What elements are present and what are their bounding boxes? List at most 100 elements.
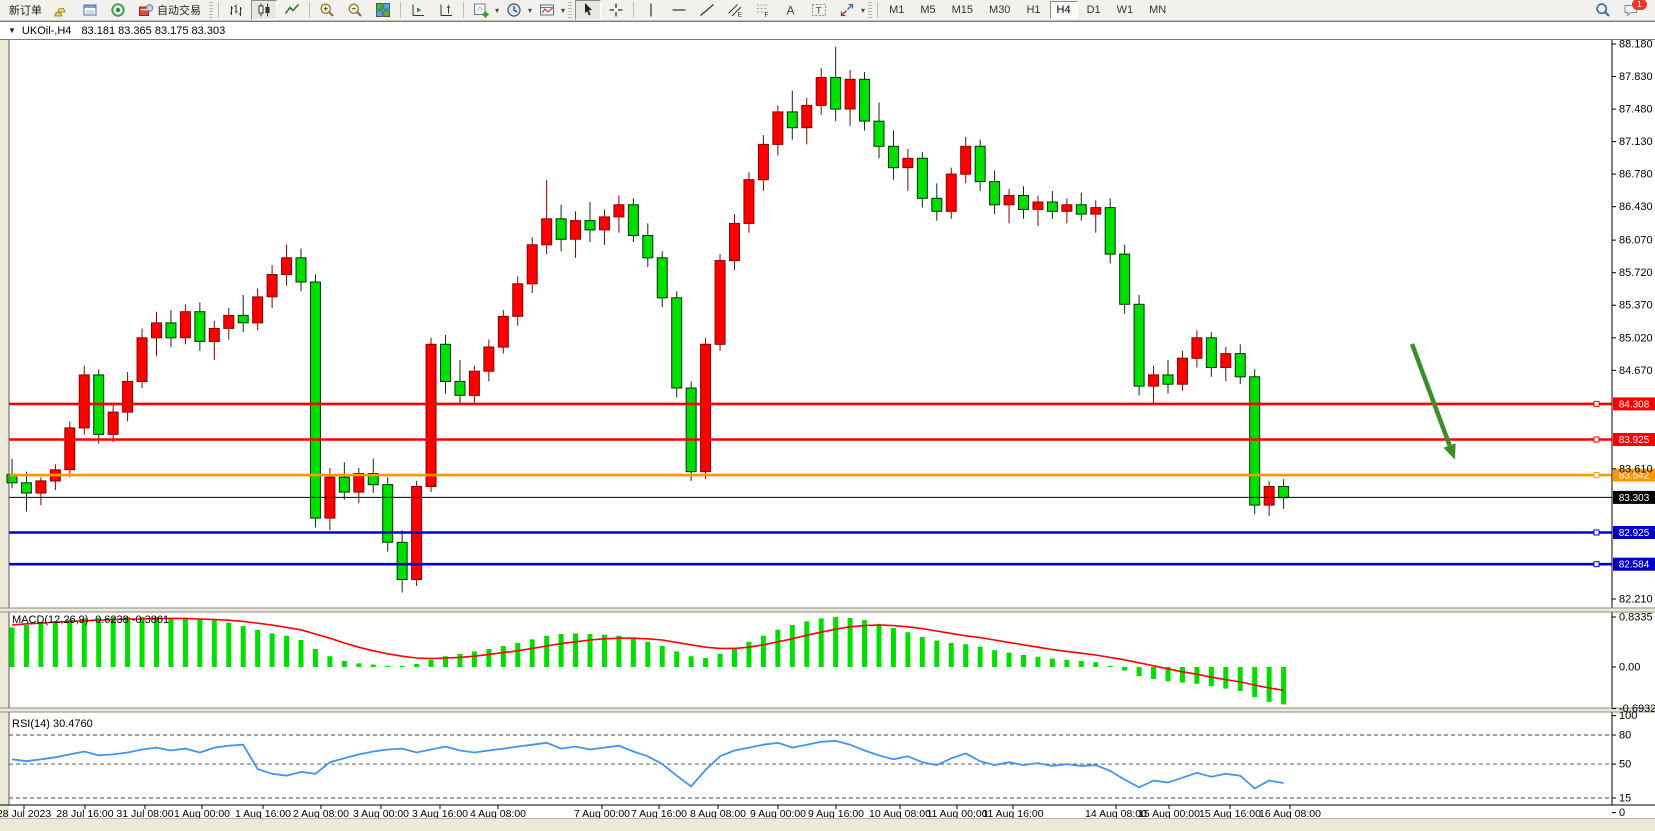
price-tick-label: 86.070 bbox=[1619, 235, 1653, 247]
candle bbox=[78, 365, 90, 435]
time-label: 28 Jul 16:00 bbox=[56, 808, 113, 820]
macd-histogram-bar bbox=[746, 641, 752, 667]
price-line-label bbox=[1613, 557, 1655, 571]
search-icon[interactable] bbox=[1590, 0, 1616, 20]
vertical-line-icon[interactable] bbox=[638, 0, 664, 20]
price-line[interactable]: 83.303 bbox=[9, 490, 1655, 504]
new-order-label: 新订单 bbox=[9, 5, 42, 17]
trend-arrow-annotation[interactable] bbox=[1409, 343, 1456, 460]
line-handle[interactable] bbox=[1593, 561, 1600, 568]
time-label: 15 Aug 16:00 bbox=[1199, 808, 1261, 820]
zoom-out-icon[interactable] bbox=[342, 0, 368, 20]
text-label-icon[interactable]: T bbox=[806, 0, 832, 20]
macd-histogram-bar bbox=[1266, 667, 1272, 702]
timeframe-button-h4[interactable]: H4 bbox=[1049, 1, 1078, 19]
dropdown-arrow-icon[interactable]: ▾ bbox=[861, 5, 866, 15]
tile-windows-icon[interactable] bbox=[370, 0, 396, 20]
time-label: 1 Aug 16:00 bbox=[235, 808, 291, 820]
market-watch-icon bbox=[83, 4, 97, 16]
indicators-add-icon[interactable] bbox=[468, 0, 494, 20]
price-line-label bbox=[1613, 397, 1655, 411]
macd-histogram-bar bbox=[573, 633, 579, 667]
pane-separator[interactable] bbox=[0, 608, 1655, 612]
zoom-in-icon[interactable] bbox=[314, 0, 340, 20]
time-label: 11 Aug 00:00 bbox=[926, 808, 987, 820]
chat-icon[interactable]: 1 bbox=[1618, 0, 1647, 20]
candle bbox=[989, 170, 1001, 215]
timeframe-button-d1[interactable]: D1 bbox=[1086, 4, 1101, 16]
crosshair-icon[interactable] bbox=[603, 0, 629, 20]
broadcast-icon[interactable] bbox=[105, 0, 131, 20]
price-line[interactable]: 82.925 bbox=[9, 526, 1655, 539]
macd-histogram-bar bbox=[1194, 667, 1200, 684]
chart-canvas[interactable]: 84.308 83.925 83.542 83.303 82.925 82.584 88.1… bbox=[0, 40, 1655, 820]
macd-histogram-bar bbox=[385, 665, 391, 667]
price-line[interactable]: 83.925 bbox=[9, 433, 1655, 446]
candle bbox=[757, 135, 769, 191]
fibonacci-icon[interactable]: F bbox=[750, 0, 776, 20]
market-watch-icon[interactable] bbox=[77, 0, 103, 20]
candlestick-chart-icon[interactable] bbox=[251, 0, 277, 20]
macd-histogram-bar bbox=[616, 635, 622, 667]
timeframe-button-m5[interactable]: M5 bbox=[920, 4, 936, 16]
macd-histogram-bar bbox=[125, 616, 131, 667]
text-icon[interactable]: A bbox=[778, 0, 804, 20]
line-handle[interactable] bbox=[1593, 472, 1600, 479]
fibonacci-icon: F bbox=[757, 4, 769, 18]
dropdown-arrow-icon[interactable]: ▾ bbox=[495, 5, 500, 15]
timeframe-button-h1[interactable]: H1 bbox=[1026, 4, 1041, 16]
price-line[interactable]: 82.584 bbox=[9, 557, 1655, 571]
line-handle[interactable] bbox=[1593, 436, 1600, 443]
new-order-button[interactable]: 新订单 bbox=[1, 0, 47, 20]
equidistant-channel-icon[interactable]: E bbox=[722, 0, 748, 20]
gold-bars-icon[interactable] bbox=[49, 0, 75, 20]
macd-histogram-bar bbox=[717, 653, 723, 667]
candle bbox=[512, 276, 524, 326]
candle bbox=[93, 369, 105, 444]
candle bbox=[1032, 195, 1044, 227]
timeframe-button-mn[interactable]: MN bbox=[1149, 4, 1167, 16]
horizontal-line-icon[interactable] bbox=[666, 0, 692, 20]
arrows-icon[interactable] bbox=[834, 0, 860, 20]
periods-icon[interactable] bbox=[501, 0, 527, 20]
line-handle[interactable] bbox=[1593, 400, 1600, 407]
auto-scroll-icon[interactable] bbox=[433, 0, 459, 20]
line-handle[interactable] bbox=[1593, 529, 1600, 536]
price-line[interactable]: 84.308 bbox=[9, 397, 1655, 411]
timeframe-button-m1[interactable]: M1 bbox=[889, 4, 905, 16]
dropdown-arrow-icon[interactable]: ▾ bbox=[528, 5, 533, 15]
macd-histogram-bar bbox=[1223, 667, 1229, 689]
candle bbox=[656, 251, 668, 308]
bar-chart-icon[interactable] bbox=[223, 0, 249, 20]
timeframe-button-w1[interactable]: W1 bbox=[1116, 4, 1134, 16]
pane-separator[interactable] bbox=[0, 708, 1655, 712]
candle bbox=[252, 288, 264, 331]
rsi-axis-label: 80 bbox=[1619, 730, 1631, 742]
cursor-icon[interactable] bbox=[575, 0, 602, 20]
macd-histogram-bar bbox=[515, 643, 521, 667]
dropdown-arrow-icon[interactable]: ▾ bbox=[561, 5, 566, 15]
candle bbox=[555, 204, 567, 252]
candle bbox=[945, 167, 957, 219]
timeframe-button-m15[interactable]: M15 bbox=[951, 4, 974, 16]
chart-shift-icon[interactable] bbox=[405, 0, 431, 20]
macd-histogram-bar bbox=[52, 621, 58, 667]
price-line[interactable]: 83.542 bbox=[9, 468, 1655, 482]
time-label: 3 Aug 00:00 bbox=[353, 808, 409, 820]
price-line-label-text: 83.925 bbox=[1619, 435, 1650, 446]
chart-menu-caret-icon[interactable]: ▼ bbox=[8, 26, 16, 35]
macd-histogram-bar bbox=[399, 665, 405, 667]
trendline-icon[interactable] bbox=[694, 0, 720, 20]
autotrade-button[interactable]: 自动交易 bbox=[133, 0, 206, 20]
templates-icon[interactable] bbox=[534, 0, 560, 20]
macd-histogram-bar bbox=[1107, 665, 1113, 667]
window-left-edge bbox=[0, 40, 9, 820]
price-line-label-text: 82.925 bbox=[1619, 528, 1650, 539]
timeframe-button-m30[interactable]: M30 bbox=[989, 4, 1011, 16]
price-tick-label: 82.210 bbox=[1619, 594, 1653, 606]
macd-histogram-bar bbox=[110, 617, 116, 667]
macd-histogram-bar bbox=[139, 616, 145, 667]
line-chart-icon[interactable] bbox=[279, 0, 305, 20]
price-line-label bbox=[1613, 526, 1655, 539]
macd-histogram-bar bbox=[428, 659, 434, 667]
